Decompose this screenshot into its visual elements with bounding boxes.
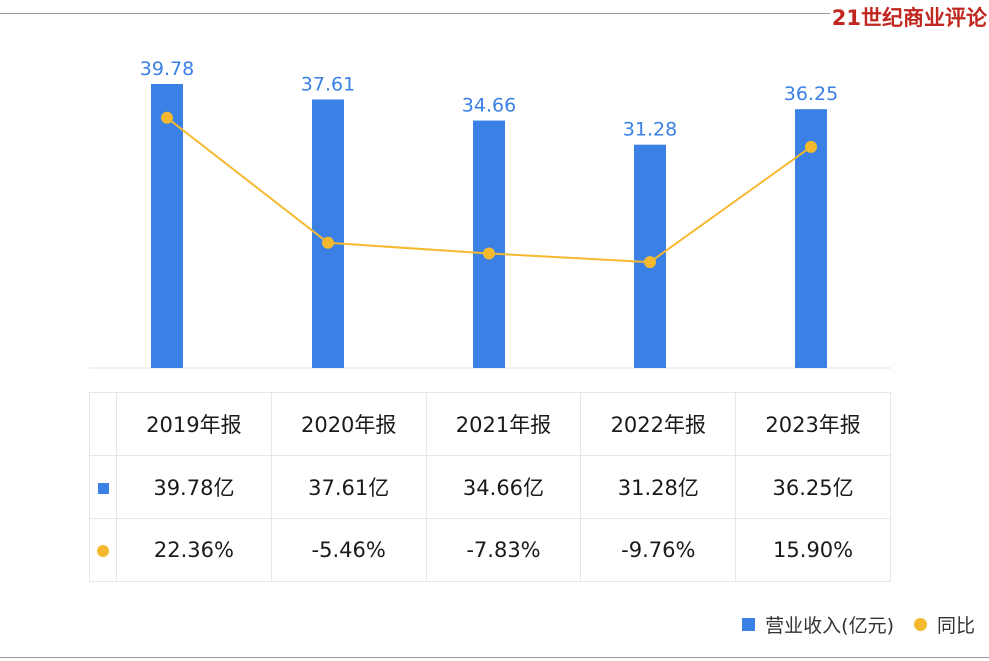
growth-point: [805, 140, 817, 153]
footer-divider: [0, 657, 989, 658]
revenue-cell: 31.28亿: [580, 455, 737, 519]
growth-cell: -7.83%: [425, 518, 582, 582]
revenue-cell: 34.66亿: [425, 455, 582, 519]
revenue-bar: [151, 84, 183, 368]
revenue-cell: 39.78亿: [116, 455, 272, 519]
growth-point: [644, 256, 656, 269]
bar-value-label: 37.61: [301, 73, 355, 95]
circle-marker-icon: [97, 545, 109, 557]
header-cell: 2019年报: [116, 392, 272, 456]
chart-legend: 营业收入(亿元) 同比: [722, 611, 975, 638]
bar-value-labels: 39.78 37.61 34.66 31.28 36.25: [140, 58, 838, 141]
bar-value-label: 36.25: [784, 83, 838, 105]
bar-series: [151, 84, 827, 369]
revenue-bar: [473, 120, 505, 368]
revenue-marker-cell: [89, 455, 117, 519]
revenue-row: 39.78亿 37.61亿 34.66亿 31.28亿 36.25亿: [89, 455, 891, 519]
square-legend-icon: [742, 618, 756, 631]
revenue-cell: 37.61亿: [270, 455, 427, 519]
data-table: 2019年报 2020年报 2021年报 2022年报 2023年报 39.78…: [89, 392, 891, 582]
bar-value-label: 31.28: [623, 119, 677, 141]
growth-point: [161, 111, 173, 124]
legend-label-revenue: 营业收入(亿元): [765, 615, 894, 637]
growth-row: 22.36% -5.46% -7.83% -9.76% 15.90%: [89, 518, 891, 582]
legend-label-growth: 同比: [936, 615, 975, 637]
corner-cell: [89, 392, 117, 456]
growth-line-series: [161, 111, 817, 269]
header-divider: [0, 13, 830, 14]
header-cell: 2022年报: [580, 392, 737, 456]
circle-legend-icon: [913, 618, 927, 631]
growth-point: [322, 236, 334, 249]
square-marker-icon: [97, 482, 109, 494]
header-cell: 2020年报: [270, 392, 427, 456]
header-cell: 2023年报: [735, 392, 891, 456]
growth-marker-cell: [89, 518, 117, 582]
legend-item-growth[interactable]: 同比: [913, 611, 975, 638]
growth-point: [483, 247, 495, 260]
header-row: 2019年报 2020年报 2021年报 2022年报 2023年报: [89, 392, 891, 456]
revenue-cell: 36.25亿: [735, 455, 891, 519]
combo-chart: 39.78 37.61 34.66 31.28 36.25: [89, 58, 891, 369]
growth-cell: 15.90%: [735, 518, 891, 582]
growth-cell: 22.36%: [116, 518, 272, 582]
legend-item-revenue[interactable]: 营业收入(亿元): [742, 611, 894, 638]
brand-logo: 21世纪商业评论: [831, 6, 987, 30]
growth-cell: -9.76%: [580, 518, 737, 582]
bar-value-label: 39.78: [140, 58, 194, 80]
header-cell: 2021年报: [425, 392, 582, 456]
growth-cell: -5.46%: [270, 518, 427, 582]
bar-value-label: 34.66: [462, 95, 516, 117]
